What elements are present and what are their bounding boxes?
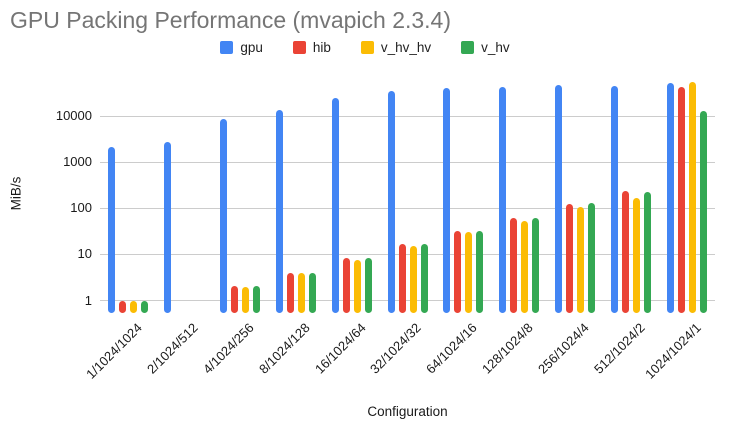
bar-v_hv_hv-256-1024-4 (577, 207, 585, 313)
bar-hib-1024-1024-1 (678, 86, 686, 313)
bar-v_hv_hv-16-1024-64 (353, 259, 361, 313)
bar-gpu-256-1024-4 (555, 85, 563, 313)
bar-gpu-2-1024-512 (163, 141, 171, 313)
y-tick-label-1: 1 (84, 292, 92, 308)
legend-label: v_hv_hv (380, 40, 432, 55)
bar-hib-512-1024-2 (622, 191, 630, 313)
legend-item-gpu[interactable]: gpu (220, 40, 263, 55)
bar-v_hv_hv-512-1024-2 (633, 198, 641, 313)
bar-gpu-8-1024-128 (275, 110, 283, 313)
gridline-100 (100, 207, 715, 209)
gridline-1000 (100, 161, 715, 163)
legend-swatch-v_hv (461, 41, 475, 54)
bar-gpu-4-1024-256 (219, 119, 227, 313)
legend-label: gpu (240, 40, 263, 55)
bar-v_hv-8-1024-128 (308, 272, 316, 313)
legend-item-v_hv_hv[interactable]: v_hv_hv (360, 40, 432, 55)
x-tick-label-64-1024-16: 64/1024/16 (423, 320, 481, 377)
chart-legend: gpu hib v_hv_hv v_hv (0, 40, 730, 55)
bar-v_hv-128-1024-8 (532, 218, 540, 313)
legend-swatch-gpu (220, 41, 234, 54)
legend-label: v_hv (481, 40, 510, 55)
legend-label: hib (312, 40, 331, 55)
bar-v_hv-16-1024-64 (364, 258, 372, 313)
x-tick-label-4-1024-256: 4/1024/256 (199, 320, 257, 377)
bar-hib-32-1024-32 (398, 244, 406, 313)
bar-v_hv-256-1024-4 (588, 203, 596, 313)
bar-v_hv_hv-128-1024-8 (521, 220, 529, 313)
gridline-1 (100, 300, 715, 301)
bar-hib-1-1024-1024 (118, 301, 126, 313)
bar-gpu-32-1024-32 (387, 91, 395, 313)
bar-v_hv-4-1024-256 (252, 286, 260, 313)
bar-hib-256-1024-4 (566, 203, 574, 313)
bar-gpu-1-1024-1024 (107, 146, 115, 313)
legend-item-v_hv[interactable]: v_hv (461, 40, 510, 55)
x-tick-label-1-1024-1024: 1/1024/1024 (82, 320, 145, 382)
x-tick-label-32-1024-32: 32/1024/32 (367, 320, 425, 377)
bar-v_hv_hv-4-1024-256 (241, 287, 249, 313)
legend-item-hib[interactable]: hib (292, 40, 331, 55)
bar-hib-16-1024-64 (342, 258, 350, 313)
gridline-10 (100, 253, 715, 255)
x-tick-label-2-1024-512: 2/1024/512 (143, 320, 201, 377)
bar-v_hv_hv-32-1024-32 (409, 245, 417, 313)
x-tick-label-1024-1024-1: 1024/1024/1 (641, 320, 704, 382)
bar-gpu-128-1024-8 (499, 86, 507, 313)
legend-swatch-v_hv_hv (360, 41, 374, 54)
bar-v_hv_hv-1024-1024-1 (689, 81, 697, 313)
bar-v_hv_hv-8-1024-128 (297, 273, 305, 313)
x-tick-label-256-1024-4: 256/1024/4 (535, 320, 592, 377)
bar-v_hv-512-1024-2 (644, 192, 652, 313)
x-tick-label-8-1024-128: 8/1024/128 (255, 320, 313, 377)
bar-gpu-1024-1024-1 (667, 82, 675, 313)
bar-v_hv-64-1024-16 (476, 230, 484, 313)
gridline-10000 (100, 115, 715, 117)
y-tick-label-100: 100 (70, 200, 92, 216)
y-tick-label-1000: 1000 (63, 154, 92, 170)
bar-v_hv_hv-1-1024-1024 (129, 301, 137, 313)
bar-gpu-512-1024-2 (611, 85, 619, 313)
bar-v_hv-1-1024-1024 (140, 300, 148, 313)
bar-v_hv-1024-1024-1 (700, 111, 708, 313)
x-tick-label-16-1024-64: 16/1024/64 (311, 320, 369, 377)
y-tick-label-10: 10 (77, 246, 92, 262)
legend-swatch-hib (292, 41, 306, 54)
x-tick-label-512-1024-2: 512/1024/2 (591, 320, 648, 377)
x-axis-title: Configuration (367, 404, 448, 419)
bar-hib-4-1024-256 (230, 286, 238, 313)
chart-title: GPU Packing Performance (mvapich 2.3.4) (10, 7, 452, 33)
y-tick-label-10000: 10000 (55, 108, 92, 124)
x-tick-label-128-1024-8: 128/1024/8 (479, 320, 536, 377)
bar-hib-8-1024-128 (286, 272, 294, 313)
bar-hib-128-1024-8 (510, 218, 518, 313)
plot-area (100, 75, 715, 313)
bar-v_hv_hv-64-1024-16 (465, 231, 473, 313)
bar-gpu-16-1024-64 (331, 98, 339, 313)
bar-v_hv-32-1024-32 (420, 244, 428, 313)
bar-gpu-64-1024-16 (443, 87, 451, 313)
bar-hib-64-1024-16 (454, 231, 462, 313)
